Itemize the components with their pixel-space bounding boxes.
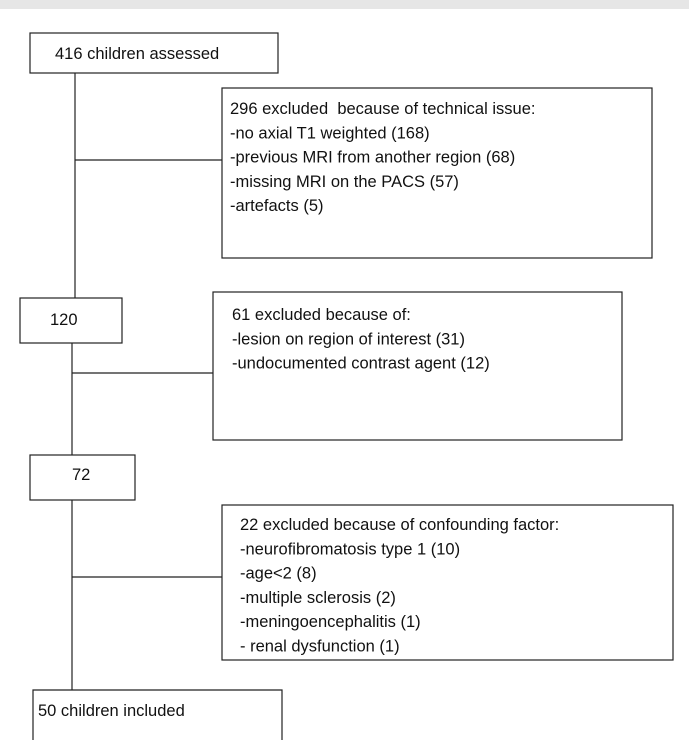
node-box [32,689,283,745]
exclusion-texts: 296 excluded because of technical issue:… [230,100,559,656]
exclusion-line: - renal dysfunction (1) [240,638,400,656]
exclusion-line: -no axial T1 weighted (168) [230,124,430,142]
exclusion-line: 22 excluded because of confounding facto… [240,516,559,534]
exclusion-line: -lesion on region of interest (31) [232,330,465,348]
exclusion-line: 61 excluded because of: [232,306,411,324]
exclusion-box [212,291,623,441]
node-box [29,454,136,501]
exclusion-box [221,87,653,259]
exclusion-line: 296 excluded because of technical issue: [230,100,535,118]
exclusion-line: -artefacts (5) [230,197,324,215]
node-box [29,32,279,74]
exclusion-line: -multiple sclerosis (2) [240,589,396,607]
node-label: 72 [72,466,90,484]
exclusion-box [221,504,674,661]
node-label: 416 children assessed [55,45,219,63]
exclusion-line: -neurofibromatosis type 1 (10) [240,540,460,558]
exclusion-line: -previous MRI from another region (68) [230,149,515,167]
top-bar [0,0,689,9]
exclusion-line: -undocumented contrast agent (12) [232,355,490,373]
node-label: 50 children included [38,702,185,720]
exclusion-line: -age<2 (8) [240,565,317,583]
exclusion-line: -meningoencephalitis (1) [240,613,421,631]
node-box [19,297,123,344]
exclusion-line: -missing MRI on the PACS (57) [230,173,459,191]
node-label: 120 [50,311,78,329]
